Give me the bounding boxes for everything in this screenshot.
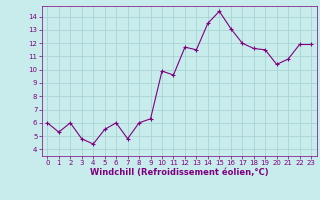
X-axis label: Windchill (Refroidissement éolien,°C): Windchill (Refroidissement éolien,°C) <box>90 168 268 177</box>
